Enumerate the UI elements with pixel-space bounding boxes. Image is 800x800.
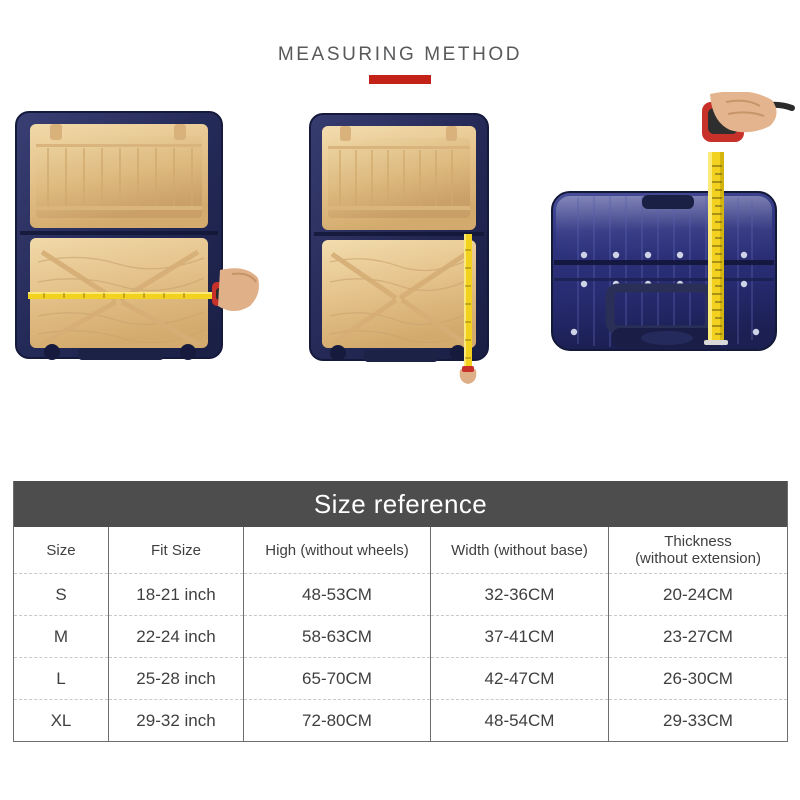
- column-header-fit-size-line1: Fit Size: [150, 541, 201, 559]
- table-row: L 25-28 inch 65-70CM 42-47CM 26-30CM: [13, 657, 789, 700]
- cell-width: 32-36CM: [430, 573, 609, 616]
- photo-open-suitcase-width-measure: [8, 102, 264, 370]
- cell-size: L: [13, 657, 109, 700]
- cell-fit: 18-21 inch: [108, 573, 244, 616]
- cell-thickness: 29-33CM: [607, 699, 789, 742]
- cell-size: M: [13, 615, 109, 658]
- cell-width: 37-41CM: [430, 615, 609, 658]
- cell-thickness: 20-24CM: [607, 573, 789, 616]
- cell-width: 42-47CM: [430, 657, 609, 700]
- table-row: S 18-21 inch 48-53CM 32-36CM 20-24CM: [13, 573, 789, 616]
- column-header-thickness-line1: Thickness: [664, 533, 732, 550]
- column-header-size-line1: Size: [46, 541, 76, 559]
- table-banner-row: Size reference: [12, 481, 789, 527]
- cell-high: 72-80CM: [243, 699, 431, 742]
- table-row: XL 29-32 inch 72-80CM 48-54CM 29-33CM: [13, 699, 789, 742]
- cell-high: 48-53CM: [243, 573, 431, 616]
- column-header-fit-size: Fit Size: [108, 527, 244, 574]
- column-header-thickness: Thickness (without extension): [607, 527, 789, 574]
- cell-fit: 25-28 inch: [108, 657, 244, 700]
- table-header-row: Size Fit Size High (without wheels) Widt…: [13, 527, 789, 574]
- photo-open-suitcase-height-measure: [292, 94, 522, 384]
- page-header: MEASURING METHOD: [0, 44, 800, 84]
- table-banner-cell: Size reference: [12, 481, 789, 527]
- column-header-high-line1: High (without wheels): [265, 541, 409, 559]
- cell-fit: 22-24 inch: [108, 615, 244, 658]
- cell-high: 58-63CM: [243, 615, 431, 658]
- title-accent-rule: [369, 75, 431, 84]
- cell-size: S: [13, 573, 109, 616]
- column-header-thickness-line2: (without extension): [635, 550, 761, 567]
- table-row: M 22-24 inch 58-63CM 37-41CM 23-27CM: [13, 615, 789, 658]
- cell-fit: 29-32 inch: [108, 699, 244, 742]
- size-reference-table: Size reference Size Fit Size High (witho…: [12, 481, 789, 742]
- page-title: MEASURING METHOD: [277, 44, 523, 65]
- cell-width: 48-54CM: [430, 699, 609, 742]
- cell-thickness: 23-27CM: [607, 615, 789, 658]
- column-header-width: Width (without base): [430, 527, 609, 574]
- cell-size: XL: [13, 699, 109, 742]
- cell-high: 65-70CM: [243, 657, 431, 700]
- column-header-high: High (without wheels): [243, 527, 431, 574]
- photo-closed-suitcase-thickness-measure: [534, 92, 796, 384]
- table-banner-title: Size reference: [313, 489, 488, 519]
- column-header-size: Size: [13, 527, 109, 574]
- column-header-width-line1: Width (without base): [451, 541, 588, 559]
- photo-strip: [0, 92, 800, 392]
- cell-thickness: 26-30CM: [607, 657, 789, 700]
